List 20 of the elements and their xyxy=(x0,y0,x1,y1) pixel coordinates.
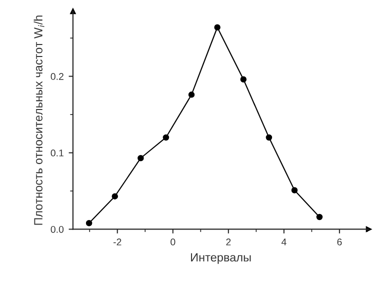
point xyxy=(240,76,247,82)
x-tick-label: -2 xyxy=(113,238,122,246)
x-axis-title: Интервалы xyxy=(191,253,251,264)
x-tick-label: 2 xyxy=(226,238,231,246)
point xyxy=(86,220,92,226)
point xyxy=(162,134,170,141)
y-tick-label: 0.2 xyxy=(50,73,64,80)
point xyxy=(214,24,220,30)
point xyxy=(266,134,272,141)
point xyxy=(188,92,195,98)
point xyxy=(316,214,323,220)
y-tick-label: 0.1 xyxy=(50,150,64,156)
x-tick-label: 4 xyxy=(281,238,286,246)
x-tick-label: 0 xyxy=(170,238,176,246)
point xyxy=(138,154,144,162)
y-tick-label: 0.0 xyxy=(50,226,64,233)
point xyxy=(112,193,118,200)
x-tick-label: 6 xyxy=(337,238,342,246)
point xyxy=(291,187,298,194)
y-axis-title: Плотность относительных частот W$_{i}$/h xyxy=(34,16,44,225)
